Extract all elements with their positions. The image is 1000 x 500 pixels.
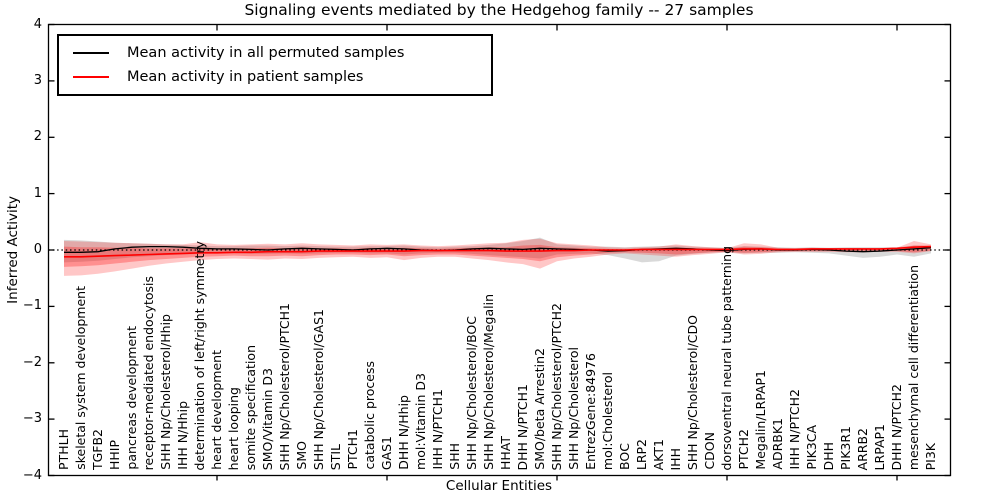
x-tick-label: SMO [294,441,309,470]
legend-line-sample [73,76,109,79]
x-tick-label: TGFB2 [90,428,105,470]
x-tick-label: LRP2 [634,438,649,470]
x-tick-label: heart development [209,350,224,470]
legend-entry: Mean activity in all permuted samples [73,45,491,61]
legend-label: Mean activity in all permuted samples [127,44,405,61]
x-tick-label: SHH Np/Cholesterol/Megalin [481,294,496,470]
x-tick-label: SMO/Vitamin D3 [260,367,275,470]
x-tick-label: IHH N/PTCH2 [787,389,802,470]
y-tick-label: 1 [33,185,42,201]
x-tick-label: PTCH2 [736,429,751,470]
x-tick-label: DHH N/PTCH2 [889,383,904,470]
x-tick-label: PI3K [923,442,938,470]
x-tick-label: SHH Np/Cholesterol [566,347,581,470]
x-tick-label: BOC [617,443,632,470]
x-tick-label: PIK3CA [804,425,819,470]
x-tick-label: Megalin/LRPAP1 [753,370,768,470]
x-tick-label: PIK3R1 [838,425,853,470]
x-tick-label: ARRB2 [855,427,870,470]
x-tick-label: HHIP [107,439,122,470]
x-tick-label: EntrezGene:84976 [583,353,598,470]
y-tick-label: 4 [33,16,42,32]
series-line-1 [64,245,932,258]
x-tick-label: AKT1 [651,438,666,470]
x-axis-title: Cellular Entities [445,478,553,494]
x-tick-label: mesenchymal cell differentiation [906,264,921,470]
x-tick-label: GAS1 [379,435,394,470]
x-tick-label: IHH N/Hhip [175,401,190,470]
x-tick-label: catabolic process [362,361,377,470]
x-tick-label: SHH Np/Cholesterol/CDO [685,314,700,470]
y-tick-label: −1 [22,298,42,314]
x-tick-label: PTCH1 [345,429,360,470]
x-tick-label: SHH Np/Cholesterol/Hhip [158,314,173,470]
x-tick-label: receptor-mediated endocytosis [141,275,156,470]
x-tick-label: HHAT [498,435,513,470]
x-tick-label: SHH [447,443,462,470]
legend: Mean activity in all permuted samples Mea… [57,34,493,96]
x-tick-label: ADRBK1 [770,418,785,470]
x-tick-label: pancreas development [124,326,139,470]
x-tick-label: DHH N/PTCH1 [515,383,530,470]
legend-line-sample [73,51,109,54]
y-tick-label: 3 [33,72,42,88]
permuted-samples-std-band [64,237,931,263]
x-tick-label: dorsoventral neural tube patterning [719,245,734,471]
y-tick-label: 0 [33,242,42,257]
y-tick-label: −2 [22,354,42,370]
x-tick-label: DHH N/Hhip [396,395,411,470]
x-tick-label: SHH Np/Cholesterol/GAS1 [311,308,326,470]
x-tick-label: mol:Cholesterol [600,371,615,470]
legend-entry: Mean activity in patient samples [73,69,491,85]
x-tick-label: SHH Np/Cholesterol/BOC [464,316,479,470]
x-tick-label: somite specification [243,344,258,470]
x-tick-label: SMO/beta Arrestin2 [532,348,547,470]
y-axis-title: Inferred Activity [5,196,21,304]
y-tick-label: −4 [22,467,42,483]
x-tick-label: SHH Np/Cholesterol/PTCH2 [549,302,564,471]
x-tick-label: DHH [821,441,836,470]
x-tick-label: heart looping [226,386,241,470]
legend-label: Mean activity in patient samples [127,69,364,86]
x-tick-label: IHH [668,447,683,471]
x-tick-label: CDON [702,432,717,470]
x-tick-label: STIL [328,443,343,470]
x-tick-label: mol:Vitamin D3 [413,373,428,470]
x-tick-label: skeletal system development [73,286,88,470]
x-tick-label: PTHLH [56,429,71,470]
x-tick-label: determination of left/right symmetry [192,240,207,471]
x-tick-label: SHH Np/Cholesterol/PTCH1 [277,302,292,471]
y-tick-label: 2 [33,129,42,145]
patient-samples-outer-band [64,238,931,276]
chart-title: Signaling events mediated by the Hedgeho… [244,1,754,19]
x-tick-label: LRPAP1 [872,423,887,470]
x-tick-label: IHH N/PTCH1 [430,389,445,470]
y-tick-label: −3 [22,411,42,427]
